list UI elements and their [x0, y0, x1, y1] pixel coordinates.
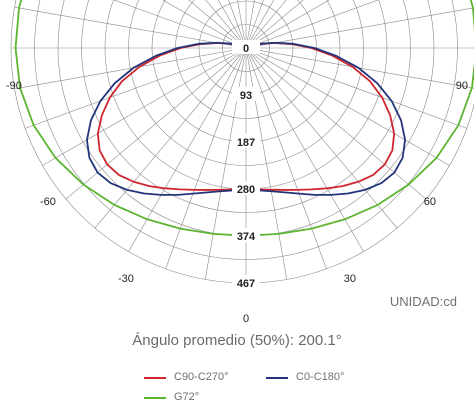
series-line-2 — [14, 0, 474, 237]
grid-spoke — [228, 0, 247, 49]
grid-spoke — [205, 0, 247, 49]
radial-tick-label: 0 — [243, 43, 249, 55]
grid-spoke — [245, 47, 288, 280]
legend-label-g72: G72° — [174, 391, 200, 403]
grid-spoke — [14, 6, 247, 49]
grid-spoke — [245, 0, 330, 49]
grid-spoke — [14, 47, 247, 90]
grid-spoke — [42, 47, 247, 166]
grid-spoke — [165, 47, 247, 269]
grid-spoke — [245, 7, 474, 49]
grid-spoke — [245, 0, 264, 49]
grid-spoke — [94, 47, 247, 229]
angle-label: -60 — [40, 196, 56, 208]
grid-spoke — [65, 47, 247, 200]
angle-label: 90 — [456, 80, 468, 92]
grid-spoke — [217, 0, 247, 49]
radial-tick-label: 280 — [237, 184, 255, 196]
grid-spoke — [245, 0, 287, 49]
radial-tick-bg — [232, 87, 260, 101]
legend-label-c0: C0-C180° — [296, 371, 345, 383]
grid-spoke — [128, 47, 247, 252]
radial-tick-bg — [232, 181, 260, 195]
angle-label: -90 — [6, 80, 22, 92]
angle-label: 0 — [243, 313, 249, 325]
grid-spoke — [25, 47, 247, 129]
angle-label: 30 — [344, 273, 356, 285]
radial-tick-bg — [232, 40, 260, 54]
grid-spoke — [245, 47, 398, 229]
polar-labels: 0 93 187 280 374 467 -90 -60 -30 0 30 60 90 UNIDAD:cd — [6, 40, 468, 325]
grid-spoke — [245, 0, 275, 49]
grid-spoke — [237, 0, 247, 49]
grid-spoke — [162, 0, 247, 49]
grid-spoke — [245, 0, 255, 49]
legend-swatch-c90 — [144, 377, 166, 379]
unit-label: UNIDAD:cd — [390, 294, 457, 309]
grid-spoke — [113, 0, 247, 49]
grid-spoke — [245, 0, 304, 49]
angle-label: 60 — [424, 196, 436, 208]
radial-tick-bg — [232, 134, 260, 148]
legend-swatch-c0 — [266, 377, 288, 379]
radial-tick-label: 93 — [240, 90, 252, 102]
grid-spoke — [245, 47, 467, 129]
polar-chart: 0 93 187 280 374 467 -90 -60 -30 0 30 60 90 UNIDAD:cd — [6, 0, 474, 325]
grid-spoke — [245, 0, 379, 49]
grid-spoke — [245, 47, 427, 200]
grid-spoke — [245, 47, 327, 269]
angle-label: -30 — [118, 273, 134, 285]
grid-spoke — [204, 47, 247, 280]
radial-tick-label: 467 — [237, 278, 255, 290]
polar-curves — [14, 0, 474, 237]
radial-tick-label: 187 — [237, 137, 255, 149]
grid-spoke — [245, 47, 364, 252]
grid-spoke — [245, 47, 450, 166]
legend-swatch-g72 — [144, 397, 166, 399]
grid-spoke — [188, 0, 247, 49]
grid-spoke — [245, 47, 474, 89]
radial-tick-bg — [232, 275, 260, 289]
legend-label-c90: C90-C270° — [174, 371, 229, 383]
radial-tick-bg — [232, 228, 260, 242]
average-angle-text: Ángulo promedio (50%): 200.1° — [132, 332, 342, 349]
radial-tick-label: 374 — [237, 231, 256, 243]
